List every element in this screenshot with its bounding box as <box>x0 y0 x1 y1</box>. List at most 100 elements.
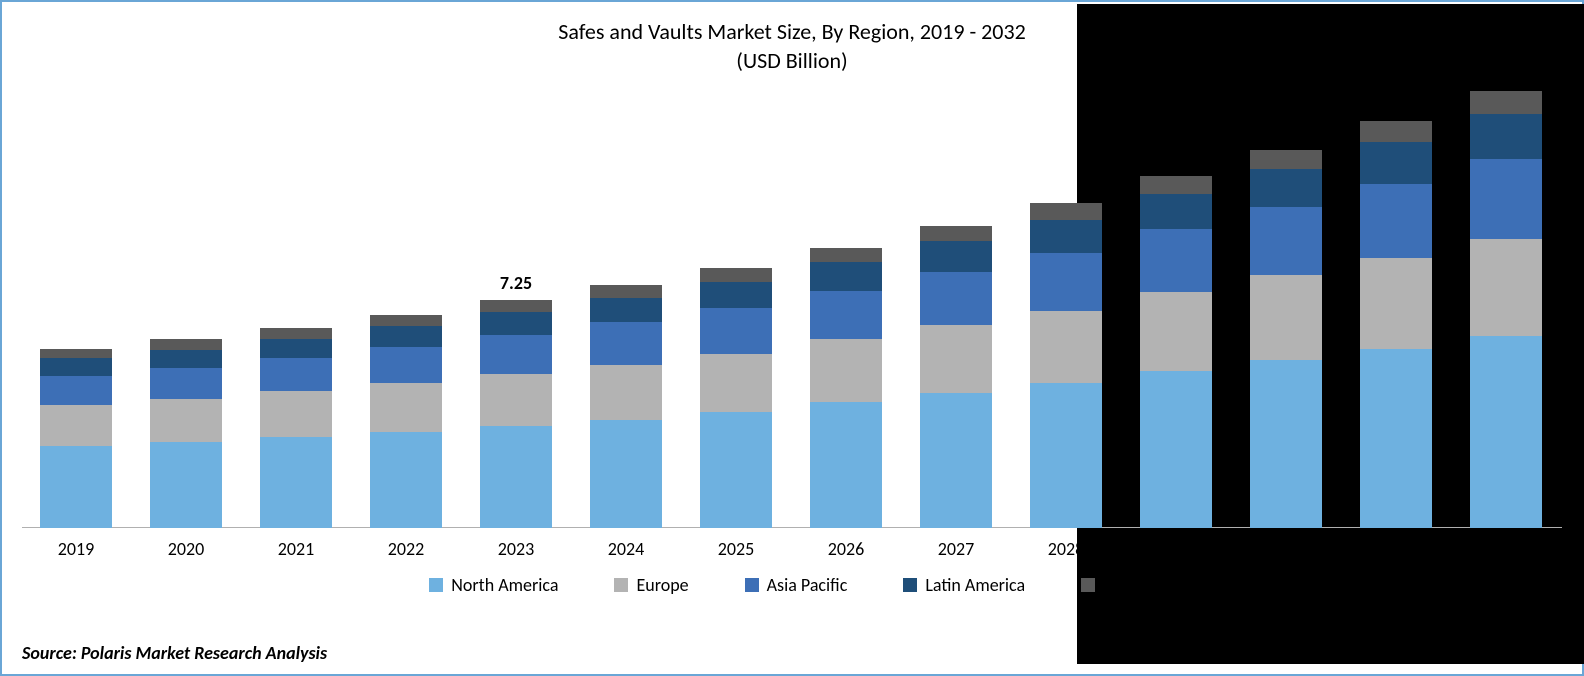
seg-me <box>700 268 772 282</box>
seg-la <box>1470 114 1542 159</box>
chart-area: Safes and Vaults Market Size, By Region,… <box>12 10 1572 630</box>
seg-la <box>810 262 882 290</box>
chart-title-line2: (USD Billion) <box>736 47 847 74</box>
seg-me <box>260 328 332 339</box>
seg-me <box>920 226 992 242</box>
legend-item-eu: Europe <box>614 574 688 596</box>
seg-eu <box>1140 292 1212 371</box>
seg-la <box>590 298 662 322</box>
x-label-2024: 2024 <box>590 538 662 560</box>
x-label-2028: 2028 <box>1030 538 1102 560</box>
seg-na <box>1030 383 1102 528</box>
seg-eu <box>480 374 552 426</box>
legend-swatch <box>903 578 917 592</box>
bar-stack <box>1030 203 1102 528</box>
seg-la <box>480 312 552 335</box>
chart-title: Safes and Vaults Market Size, By Region,… <box>12 18 1572 75</box>
x-label-2032: 2032 <box>1470 538 1542 560</box>
seg-la <box>150 350 222 368</box>
seg-ap <box>40 376 112 406</box>
seg-na <box>1470 336 1542 528</box>
seg-la <box>700 282 772 308</box>
seg-ap <box>370 347 442 383</box>
bar-stack <box>40 349 112 528</box>
seg-la <box>1140 194 1212 230</box>
seg-la <box>920 241 992 271</box>
seg-eu <box>1030 311 1102 383</box>
seg-la <box>260 339 332 358</box>
seg-eu <box>260 391 332 437</box>
bar-stack <box>150 339 222 528</box>
bar-value-label: 7.25 <box>480 272 552 294</box>
seg-na <box>590 420 662 528</box>
seg-na <box>700 412 772 528</box>
seg-na <box>1360 349 1432 528</box>
bar-stack <box>260 328 332 528</box>
bar-stack <box>700 268 772 528</box>
seg-na <box>150 442 222 528</box>
bar-stack <box>1360 121 1432 528</box>
seg-na <box>260 437 332 528</box>
legend-swatch <box>429 578 443 592</box>
bar-stack <box>1470 91 1542 528</box>
x-label-2025: 2025 <box>700 538 772 560</box>
seg-me <box>1140 176 1212 194</box>
seg-me <box>1470 91 1542 114</box>
seg-na <box>40 446 112 528</box>
seg-la <box>1030 220 1102 253</box>
seg-ap <box>1250 207 1322 275</box>
seg-eu <box>590 365 662 420</box>
seg-me <box>480 300 552 312</box>
legend: North AmericaEuropeAsia PacificLatin Ame… <box>12 574 1572 597</box>
bar-stack <box>810 248 882 528</box>
seg-me <box>1250 150 1322 169</box>
seg-me <box>370 315 442 326</box>
seg-me <box>590 285 662 298</box>
seg-eu <box>150 399 222 441</box>
seg-la <box>40 358 112 375</box>
legend-label: North America <box>451 574 558 596</box>
seg-me <box>1030 203 1102 220</box>
seg-la <box>370 326 442 347</box>
seg-la <box>1250 169 1322 207</box>
bar-stack <box>1140 176 1212 528</box>
seg-eu <box>40 405 112 446</box>
x-label-2019: 2019 <box>40 538 112 560</box>
seg-na <box>1140 371 1212 528</box>
seg-ap <box>150 368 222 399</box>
bars-container: 7.25 <box>22 88 1562 528</box>
seg-me <box>1360 121 1432 142</box>
seg-na <box>810 402 882 528</box>
seg-ap <box>590 322 662 364</box>
plot-area: 7.25 <box>22 88 1562 528</box>
seg-la <box>1360 142 1432 183</box>
x-label-2029: 2029 <box>1140 538 1212 560</box>
seg-me <box>150 339 222 349</box>
seg-na <box>370 432 442 528</box>
x-label-2027: 2027 <box>920 538 992 560</box>
seg-eu <box>1250 275 1322 360</box>
seg-eu <box>1360 258 1432 349</box>
seg-ap <box>1030 253 1102 311</box>
seg-ap <box>700 308 772 354</box>
seg-me <box>40 349 112 358</box>
legend-label: Middle <box>1103 574 1155 596</box>
bar-stack <box>590 285 662 528</box>
bar-stack <box>370 315 442 528</box>
seg-eu <box>700 354 772 412</box>
seg-na <box>480 426 552 528</box>
seg-eu <box>810 339 882 402</box>
legend-swatch <box>1081 578 1095 592</box>
seg-eu <box>370 383 442 432</box>
legend-swatch <box>745 578 759 592</box>
seg-ap <box>480 335 552 374</box>
x-label-2031: 2031 <box>1360 538 1432 560</box>
seg-ap <box>810 291 882 340</box>
seg-ap <box>260 358 332 391</box>
x-axis-labels: 2019202020212022202320242025202620272028… <box>22 532 1562 562</box>
legend-label: Asia Pacific <box>767 574 848 596</box>
seg-ap <box>1470 159 1542 239</box>
seg-ap <box>1140 229 1212 292</box>
x-label-2021: 2021 <box>260 538 332 560</box>
seg-ap <box>1360 184 1432 258</box>
